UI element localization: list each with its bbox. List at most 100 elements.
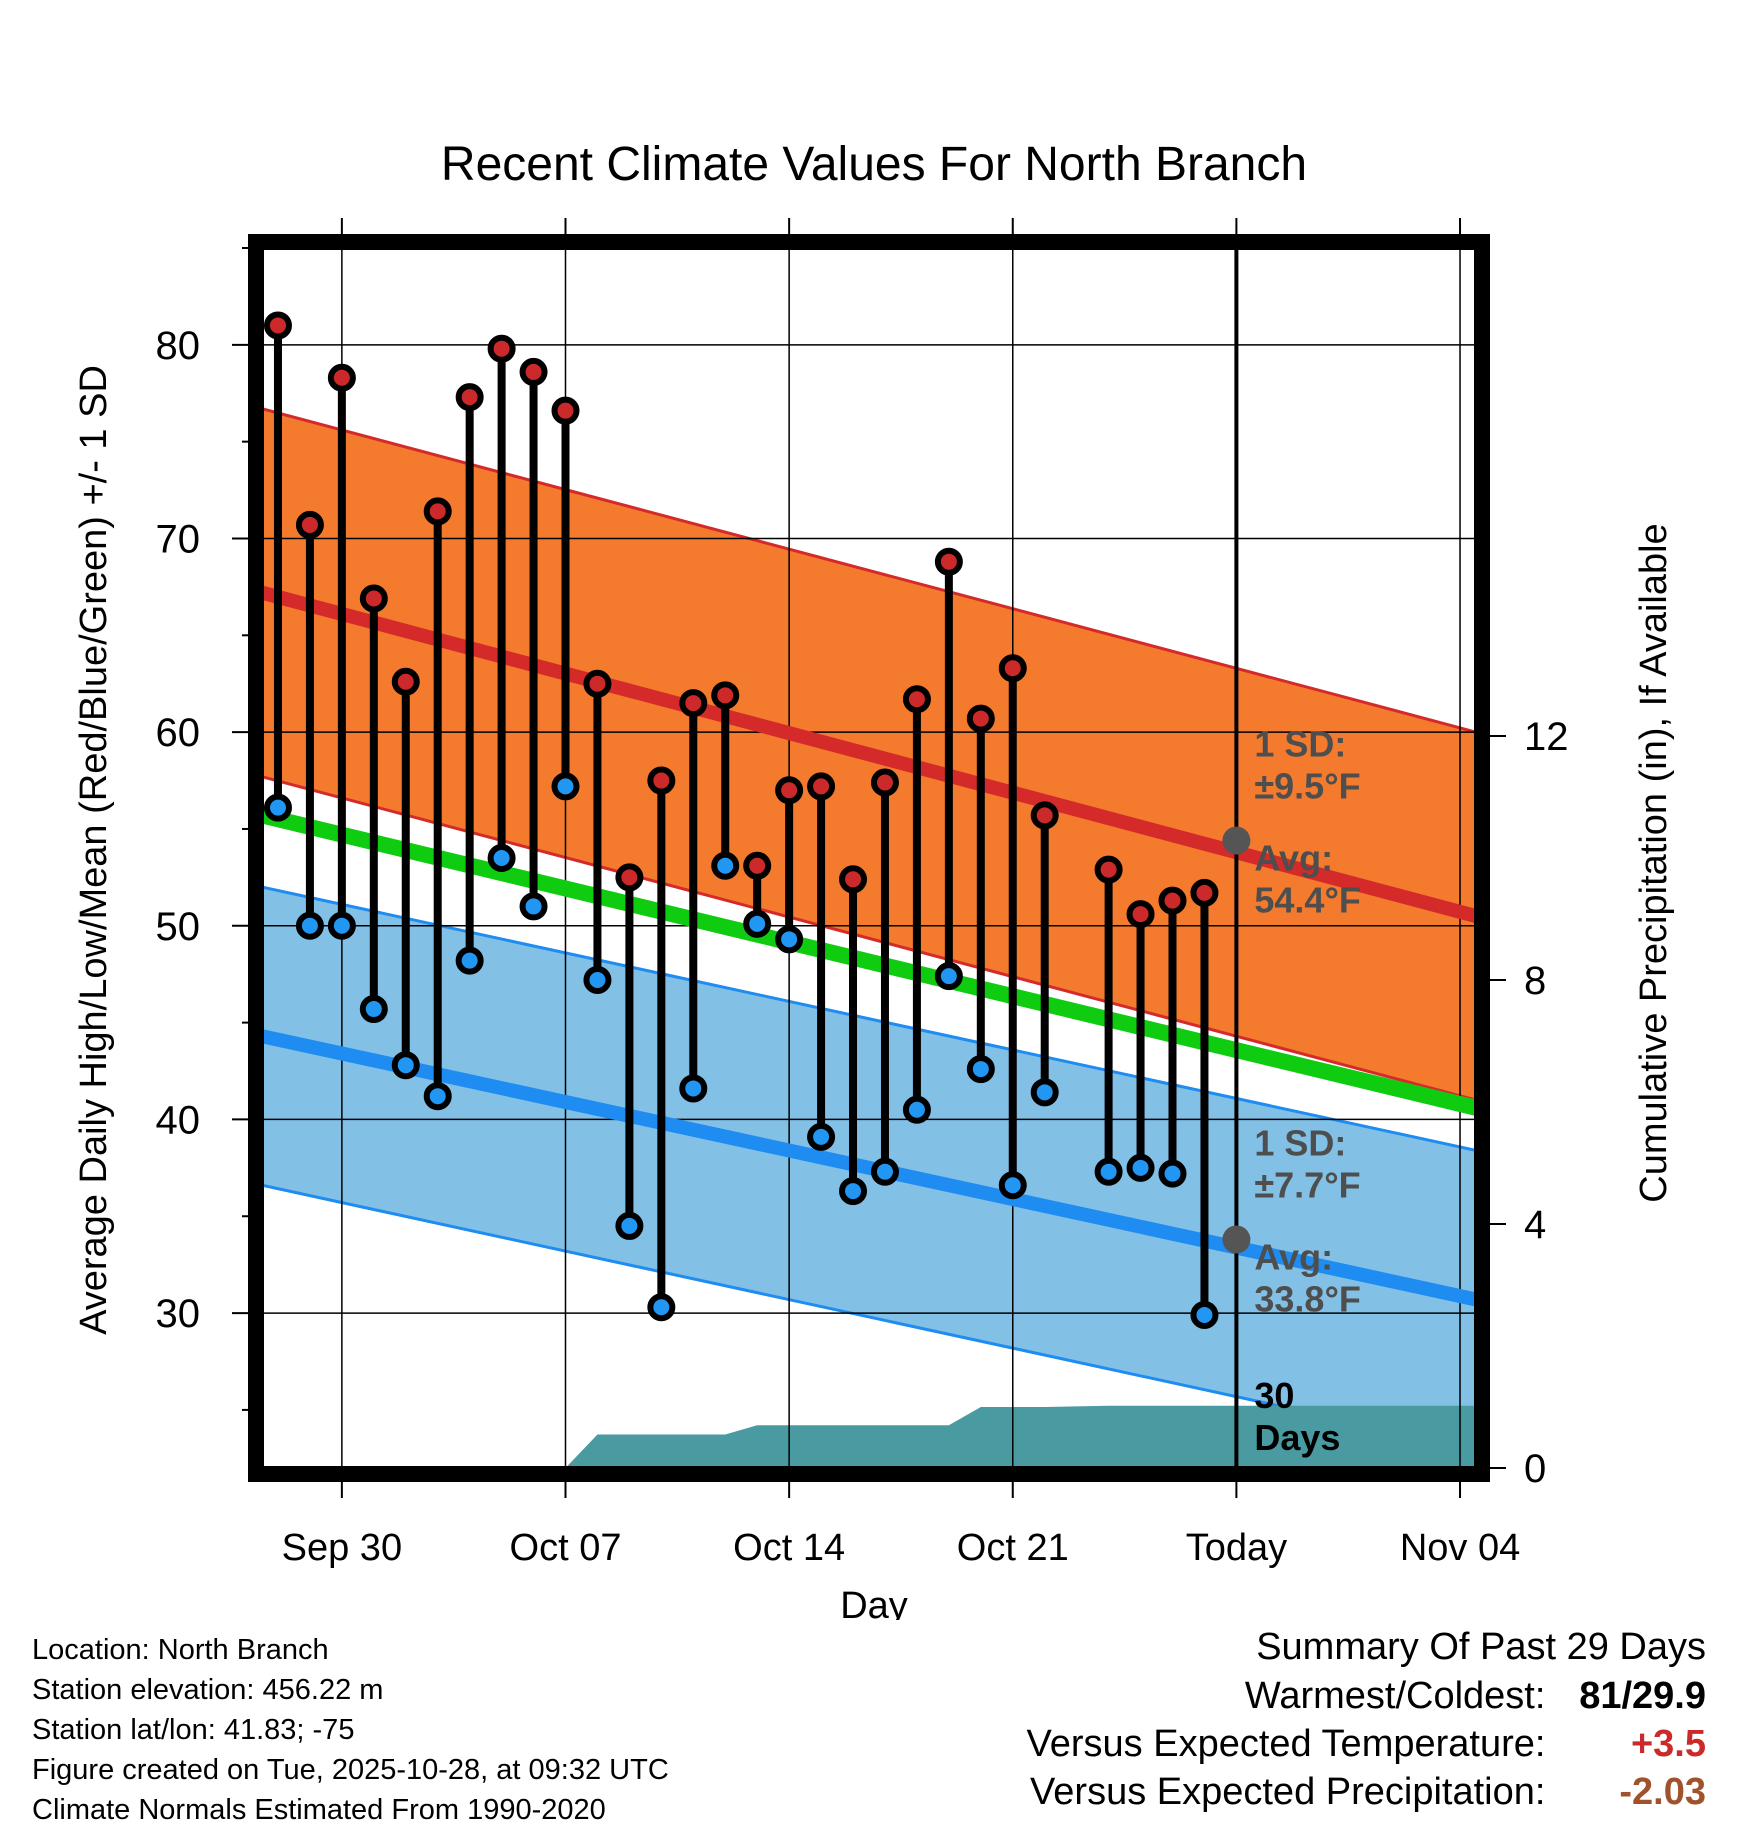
- today-high-marker: [1222, 826, 1251, 855]
- x-tick-label: Oct 21: [957, 1527, 1069, 1569]
- high-point: [487, 334, 516, 363]
- summary-precip-row: Versus Expected Precipitation: -2.03: [1027, 1768, 1706, 1816]
- coldest-value: 29.9: [1632, 1675, 1706, 1717]
- y-tick-label: 80: [156, 324, 201, 368]
- warmest-label: Warmest/Coldest:: [1244, 1675, 1546, 1717]
- normals-text: Climate Normals Estimated From 1990-2020: [32, 1794, 606, 1826]
- summary-temp-row: Versus Expected Temperature: +3.5: [1027, 1720, 1706, 1768]
- normal-mean-line: [262, 807, 1476, 1116]
- x-axis-label: Day: [840, 1585, 908, 1620]
- high-sd-annotation: 1 SD:: [1254, 724, 1346, 765]
- low-point: [359, 995, 388, 1024]
- y2-tick-label: 12: [1524, 715, 1569, 759]
- normal-high-line: [262, 585, 1476, 923]
- x-tick-label: Oct 07: [510, 1527, 622, 1569]
- low-point: [295, 911, 324, 940]
- precip-label: Versus Expected Precipitation:: [1030, 1771, 1546, 1813]
- low-point: [615, 1211, 644, 1240]
- warmest-value: 81: [1579, 1675, 1622, 1717]
- low-point: [1126, 1153, 1155, 1182]
- normal-low-line: [262, 1029, 1476, 1307]
- low-point: [519, 892, 548, 921]
- high-point: [583, 669, 612, 698]
- low-point: [711, 851, 740, 880]
- x-tick-label: Today: [1186, 1527, 1287, 1569]
- low-point: [455, 946, 484, 975]
- low-point: [679, 1074, 708, 1103]
- temp-value: +3.5: [1630, 1723, 1706, 1765]
- low-point: [1030, 1078, 1059, 1107]
- high-point: [1158, 886, 1187, 915]
- low-point: [870, 1157, 899, 1186]
- precip-area: [262, 1405, 1476, 1468]
- today-low-marker: [1222, 1225, 1251, 1254]
- y-tick-label: 30: [156, 1292, 201, 1336]
- low-point: [391, 1051, 420, 1080]
- high-point: [1094, 855, 1123, 884]
- low-point: [1190, 1301, 1219, 1330]
- low-point: [998, 1171, 1027, 1200]
- high-point: [359, 584, 388, 613]
- high-point: [902, 685, 931, 714]
- low-point: [839, 1177, 868, 1206]
- y2-tick-label: 0: [1524, 1447, 1546, 1491]
- high-point: [327, 363, 356, 392]
- high-point: [998, 654, 1027, 683]
- high-point: [1126, 900, 1155, 929]
- high-point: [615, 863, 644, 892]
- y2-tick-label: 8: [1524, 959, 1546, 1003]
- high-point: [1030, 801, 1059, 830]
- high-point: [743, 851, 772, 880]
- low-point: [966, 1055, 995, 1084]
- low-point: [743, 909, 772, 938]
- summary-warmest-row: Warmest/Coldest: 81/29.9: [1027, 1672, 1706, 1720]
- low-avg-annotation: Avg:: [1254, 1236, 1333, 1277]
- high-point: [647, 766, 676, 795]
- high-point: [1190, 878, 1219, 907]
- low-point: [647, 1293, 676, 1322]
- summary-panel: Summary Of Past 29 Days Warmest/Coldest:…: [1027, 1622, 1706, 1816]
- climate-chart: Recent Climate Values For North Branch 1…: [73, 138, 1675, 1620]
- warmest-coldest-value: 81/29.9: [1579, 1675, 1706, 1717]
- low-point: [327, 911, 356, 940]
- elevation-text: Station elevation: 456.22 m: [32, 1674, 384, 1706]
- low-point: [1094, 1157, 1123, 1186]
- location-text: Location: North Branch: [32, 1634, 329, 1666]
- low-point: [775, 925, 804, 954]
- y-tick-label: 70: [156, 517, 201, 561]
- high-point: [391, 667, 420, 696]
- low-point: [934, 962, 963, 991]
- low-sd-annotation: ±7.7°F: [1254, 1164, 1360, 1205]
- high-point: [679, 689, 708, 718]
- high-point: [839, 865, 868, 894]
- x-tick-label: Sep 30: [282, 1527, 402, 1569]
- low-point: [551, 772, 580, 801]
- precip-days-annotation: Days: [1254, 1417, 1340, 1458]
- low-point: [487, 844, 516, 872]
- high-avg-annotation: 54.4°F: [1254, 880, 1360, 921]
- high-point: [966, 704, 995, 733]
- station-info: Location: North Branch Station elevation…: [32, 1630, 669, 1830]
- low-point: [1158, 1159, 1187, 1188]
- low-point: [583, 966, 612, 994]
- low-point: [902, 1095, 931, 1124]
- precip-days-annotation: 30: [1254, 1375, 1294, 1416]
- low-avg-annotation: 33.8°F: [1254, 1278, 1360, 1319]
- low-point: [263, 793, 292, 822]
- x-tick-label: Nov 04: [1400, 1527, 1520, 1569]
- high-point: [551, 396, 580, 425]
- x-tick-label: Oct 14: [733, 1527, 845, 1569]
- high-point: [295, 510, 324, 539]
- precip-value: -2.03: [1619, 1771, 1706, 1813]
- high-sd-annotation: ±9.5°F: [1254, 766, 1360, 807]
- high-point: [934, 547, 963, 576]
- high-point: [870, 768, 899, 797]
- low-point: [423, 1082, 452, 1111]
- high-point: [711, 681, 740, 710]
- latlon-text: Station lat/lon: 41.83; -75: [32, 1714, 355, 1746]
- high-point: [775, 776, 804, 805]
- y-axis-label: Average Daily High/Low/Mean (Red/Blue/Gr…: [73, 365, 115, 1335]
- temp-label: Versus Expected Temperature:: [1026, 1723, 1546, 1765]
- plot-frame: [248, 234, 1490, 1482]
